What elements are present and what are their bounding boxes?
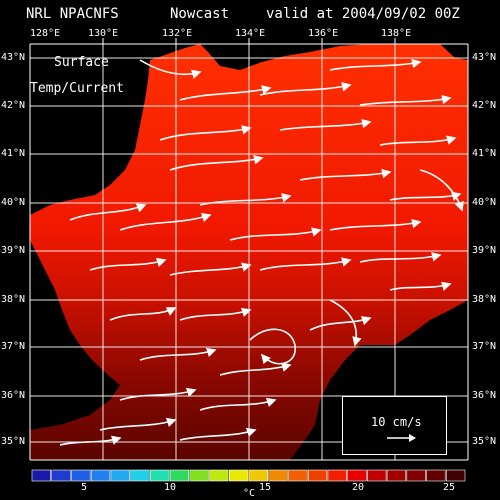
temperature-colorbar — [31, 469, 466, 482]
colorbar-label-15: 15 — [259, 482, 272, 493]
colorbar-cell — [110, 469, 130, 482]
colorbar-label-5: 5 — [81, 482, 88, 493]
lat-label-left-36: 36°N — [1, 390, 26, 401]
product-title: Nowcast — [170, 6, 230, 22]
lat-label-right-40: 40°N — [472, 197, 497, 208]
colorbar-cell — [307, 469, 328, 482]
colorbar-cell — [445, 469, 466, 482]
lat-label-left-37: 37°N — [1, 341, 26, 352]
colorbar-cell — [229, 469, 249, 482]
colorbar-label-20: 20 — [352, 482, 365, 493]
colorbar-cell — [209, 469, 229, 482]
lat-label-right-43: 43°N — [472, 52, 497, 63]
colorbar-cell — [248, 469, 269, 482]
colorbar-cell — [386, 469, 407, 482]
map-overlay-title: Surface Temp/Current — [30, 50, 160, 102]
colorbar-cell — [51, 469, 71, 482]
colorbar-unit: °C — [243, 488, 256, 499]
model-title: NRL NPACNFS — [26, 6, 119, 22]
lat-label-left-43: 43°N — [1, 52, 26, 63]
colorbar-cell — [90, 469, 111, 482]
lat-label-left-41: 41°N — [1, 148, 26, 159]
current-streamlines — [59, 58, 464, 446]
colorbar-cell — [189, 469, 209, 482]
colorbar-label-25: 25 — [443, 482, 456, 493]
lat-label-left-40: 40°N — [1, 197, 26, 208]
lon-label-130: 130°E — [88, 28, 119, 39]
map-header: NRL NPACNFS Nowcast valid at 2004/09/02 … — [0, 0, 500, 26]
lat-label-right-41: 41°N — [472, 148, 497, 159]
colorbar-cell — [71, 469, 91, 482]
colorbar-cell — [347, 469, 367, 482]
colorbar-cell — [288, 469, 308, 482]
colorbar-cell — [169, 469, 190, 482]
colorbar-cell — [406, 469, 426, 482]
lat-label-right-38: 38°N — [472, 294, 497, 305]
lon-label-132: 132°E — [162, 28, 193, 39]
lat-label-right-37: 37°N — [472, 341, 497, 352]
lat-label-left-42: 42°N — [1, 100, 26, 111]
colorbar-cell — [367, 469, 387, 482]
lat-label-right-39: 39°N — [472, 245, 497, 256]
velocity-legend-arrow-icon — [387, 434, 416, 442]
colorbar-cell — [31, 469, 52, 482]
colorbar-cell — [268, 469, 288, 482]
lon-label-128: 128°E — [30, 28, 61, 39]
colorbar-label-10: 10 — [164, 482, 177, 493]
colorbar-cell — [426, 469, 446, 482]
lat-label-left-38: 38°N — [1, 294, 26, 305]
lat-label-left-35: 35°N — [1, 436, 26, 447]
lon-label-134: 134°E — [235, 28, 266, 39]
valid-time: valid at 2004/09/02 00Z — [266, 6, 460, 22]
colorbar-cell — [150, 469, 170, 482]
lat-label-right-35: 35°N — [472, 436, 497, 447]
lon-label-138: 138°E — [381, 28, 412, 39]
lat-label-right-36: 36°N — [472, 390, 497, 401]
overlay-line-2: Temp/Current — [30, 81, 124, 96]
colorbar-cell — [130, 469, 150, 482]
lat-label-left-39: 39°N — [1, 245, 26, 256]
velocity-legend: 10 cm/s — [342, 396, 447, 455]
lat-label-right-42: 42°N — [472, 100, 497, 111]
overlay-line-1: Surface — [54, 55, 109, 70]
velocity-legend-label: 10 cm/s — [371, 415, 422, 429]
colorbar-cell — [327, 469, 347, 482]
lon-label-136: 136°E — [308, 28, 339, 39]
